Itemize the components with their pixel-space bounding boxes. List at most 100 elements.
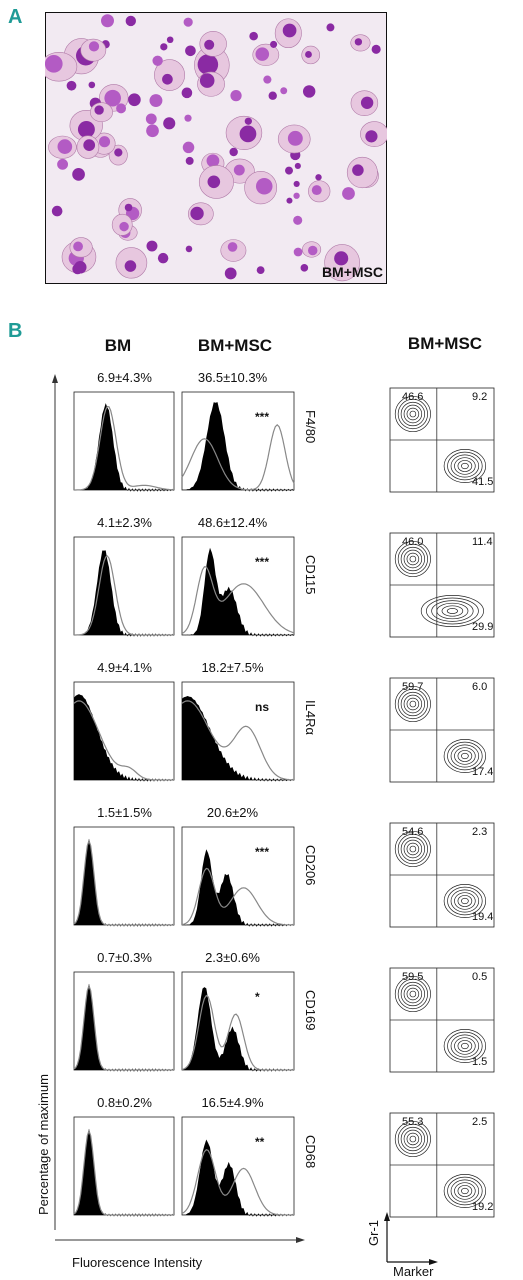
contour-plot (389, 677, 495, 783)
filled-histogram (74, 983, 174, 1072)
contour-line (447, 1031, 483, 1061)
quadrant-top-left: 46.0 (402, 536, 424, 548)
quadrant-top-left: 55.3 (402, 1116, 424, 1128)
micrograph: BM+MSC (40, 12, 389, 284)
micrograph-label: BM+MSC (321, 264, 383, 280)
contour-line (443, 739, 487, 773)
contour-line (420, 595, 484, 627)
significance-label: *** (255, 555, 270, 569)
bm-msc-stat: 36.5±10.3% (197, 370, 268, 385)
contour-line (394, 685, 431, 723)
filled-histogram (74, 838, 174, 927)
grey-histogram-line (73, 984, 174, 1071)
quadrant-bottom-right: 19.4 (472, 911, 494, 923)
bm-stat: 4.9±4.1% (97, 660, 152, 675)
contour-line (403, 984, 423, 1004)
filled-histogram (74, 550, 174, 637)
contour-line (450, 1179, 480, 1203)
quadrant-bottom-right: 1.5 (472, 1056, 488, 1068)
contour-line (397, 398, 428, 430)
contour-line (457, 750, 473, 762)
contour-line (447, 741, 483, 771)
bm-stat: 6.9±4.3% (97, 370, 152, 385)
contour-line (431, 600, 474, 622)
filled-histogram (182, 696, 294, 782)
contour-line (447, 1176, 483, 1206)
col-title-bm: BM (104, 336, 132, 355)
histogram-frame (73, 536, 175, 636)
panel-b-letter: B (8, 320, 23, 342)
contour-line (441, 605, 464, 617)
bm-msc-stat: 20.6±2% (206, 805, 259, 820)
bm-msc-histogram (181, 536, 295, 637)
contour-line (461, 1042, 469, 1050)
contour-line (400, 981, 426, 1007)
bm-msc-histogram (181, 971, 295, 1072)
contour-line (403, 549, 423, 569)
bm-stat: 0.8±0.2% (97, 1095, 152, 1110)
bm-stat: 1.5±1.5% (97, 805, 152, 820)
contour-line (454, 457, 476, 475)
grey-histogram-line (181, 566, 295, 635)
filled-histogram (182, 1139, 294, 1217)
contour-line (426, 597, 479, 625)
bm-msc-stat: 16.5±4.9% (201, 1095, 264, 1110)
contour-line (400, 546, 426, 572)
grey-histogram-line (73, 700, 174, 781)
quadrant-top-right: 0.5 (472, 971, 488, 983)
contour-line (454, 892, 476, 910)
contour-line (397, 978, 428, 1010)
contour-line (443, 1174, 487, 1208)
col-title-bm-msc: BM+MSC (197, 336, 273, 355)
bm-stat: 0.7±0.3% (97, 950, 152, 965)
contour-line (400, 1126, 426, 1152)
contour-line (457, 895, 473, 907)
contour-line (443, 449, 487, 483)
contour-line (397, 543, 428, 575)
contour-y-label: Gr-1 (366, 1220, 381, 1246)
contour-line (409, 845, 417, 853)
contour-line (409, 555, 417, 563)
contour-line (454, 1182, 476, 1200)
bm-msc-stat: 2.3±0.6% (205, 950, 260, 965)
grey-histogram-line (181, 700, 295, 781)
contour-line (394, 395, 431, 433)
contour-line (461, 752, 469, 760)
bm-msc-stat: 48.6±12.4% (197, 515, 268, 530)
contour-line (403, 404, 423, 424)
marker-label: CD206 (303, 845, 318, 886)
contour-line (409, 700, 417, 708)
contour-line (446, 608, 458, 614)
bm-msc-histogram (181, 826, 295, 927)
quadrant-bottom-right: 29.9 (472, 621, 494, 633)
bm-histogram (73, 1116, 175, 1217)
marker-label: CD115 (303, 555, 318, 595)
contour-plot (389, 967, 495, 1073)
marker-label: IL4Rα (303, 700, 318, 735)
contour-line (450, 744, 480, 768)
contour-line (406, 407, 420, 421)
contour-line (450, 889, 480, 913)
filled-histogram (182, 547, 294, 637)
grey-histogram-line (181, 423, 295, 491)
bm-histogram (73, 826, 175, 927)
contour-line (461, 462, 469, 470)
contour-x-label: Marker (393, 1264, 434, 1279)
bm-msc-histogram (181, 1116, 295, 1217)
contour-line (443, 884, 487, 918)
contour-line (397, 833, 428, 865)
x-axis-label: Fluorescence Intensity (72, 1255, 203, 1270)
filled-histogram (182, 402, 294, 492)
bm-msc-histogram (181, 391, 295, 492)
contour-line (461, 897, 469, 905)
contour-line (394, 975, 431, 1013)
contour-line (457, 1040, 473, 1052)
quadrant-top-left: 59.7 (402, 681, 424, 693)
filled-histogram (182, 849, 294, 927)
histogram-frame (73, 391, 175, 491)
significance-label: * (255, 990, 260, 1004)
contour-line (403, 839, 423, 859)
filled-histogram (74, 403, 174, 492)
micrograph-image (40, 12, 389, 284)
col-title-contour: BM+MSC (407, 334, 483, 353)
